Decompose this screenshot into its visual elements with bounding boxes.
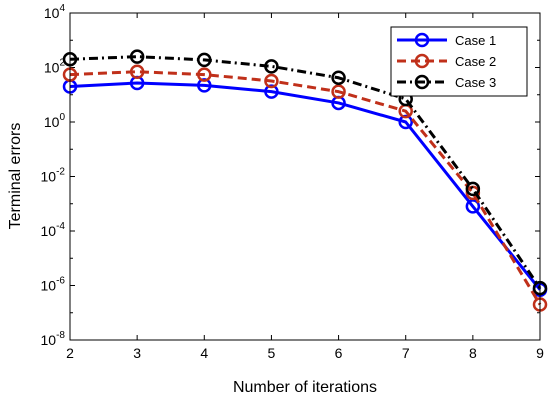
legend: Case 1 Case 2 Case 3 — [390, 26, 528, 97]
data-point — [264, 84, 279, 99]
legend-label: Case 1 — [455, 33, 496, 48]
y-tick-label: 102 — [44, 58, 66, 76]
x-tick-label: 2 — [66, 345, 74, 361]
data-point — [465, 199, 481, 214]
x-tick-label: 3 — [133, 345, 141, 361]
series-line — [69, 70, 542, 306]
data-point — [331, 70, 346, 86]
x-tick-label: 8 — [469, 345, 477, 361]
legend-label: Case 3 — [455, 75, 496, 90]
legend-marker — [414, 53, 430, 69]
y-tick-label: 10-6 — [41, 276, 66, 294]
x-tick-label: 9 — [536, 345, 544, 361]
y-tick-label: 10-2 — [41, 167, 66, 185]
data-point — [197, 67, 212, 82]
legend-label: Case 2 — [455, 54, 496, 69]
x-axis-label: Number of iterations — [233, 379, 377, 396]
data-point — [129, 64, 145, 79]
y-tick-exponent: -2 — [56, 167, 65, 178]
y-tick-base: 10 — [44, 5, 60, 21]
y-tick-label: 104 — [44, 3, 66, 21]
legend-item: Case 3 — [397, 74, 496, 90]
legend-item: Case 2 — [397, 53, 496, 69]
y-tick-label: 100 — [44, 112, 66, 130]
legend-marker — [414, 74, 430, 90]
x-tick-label: 4 — [200, 345, 208, 361]
y-tick-base: 10 — [41, 278, 57, 294]
data-point — [129, 49, 145, 64]
y-tick-base: 10 — [41, 223, 57, 239]
y-tick-base: 10 — [44, 114, 60, 130]
legend-item: Case 1 — [397, 32, 496, 48]
series-line — [69, 55, 542, 289]
x-tick-labels: 2 3 4 5 6 7 8 9 — [66, 345, 544, 361]
y-tick-label: 10-4 — [41, 221, 66, 239]
series-layer — [62, 49, 548, 312]
y-tick-base: 10 — [41, 332, 57, 348]
y-tick-exponent: -6 — [56, 276, 65, 287]
y-tick-label: 10-8 — [41, 330, 66, 348]
y-tick-base: 10 — [41, 169, 57, 185]
data-point — [331, 84, 346, 99]
x-tick-label: 6 — [335, 345, 343, 361]
plot-frame — [69, 12, 541, 341]
x-tick-label: 5 — [268, 345, 276, 361]
data-point — [264, 59, 279, 74]
axis-ticks — [69, 12, 541, 341]
x-tick-label: 7 — [402, 345, 410, 361]
data-point — [465, 181, 481, 197]
y-axis-label: Terminal errors — [7, 123, 24, 230]
y-tick-exponent: -4 — [56, 221, 65, 232]
data-point — [197, 52, 212, 68]
y-tick-exponent: 4 — [59, 3, 65, 14]
y-tick-base: 10 — [44, 60, 60, 76]
y-tick-exponent: -8 — [56, 330, 65, 341]
legend-marker — [414, 32, 430, 48]
y-tick-exponent: 0 — [59, 112, 65, 123]
data-point — [264, 73, 279, 89]
y-tick-exponent: 2 — [59, 58, 65, 69]
series-line — [69, 81, 542, 291]
